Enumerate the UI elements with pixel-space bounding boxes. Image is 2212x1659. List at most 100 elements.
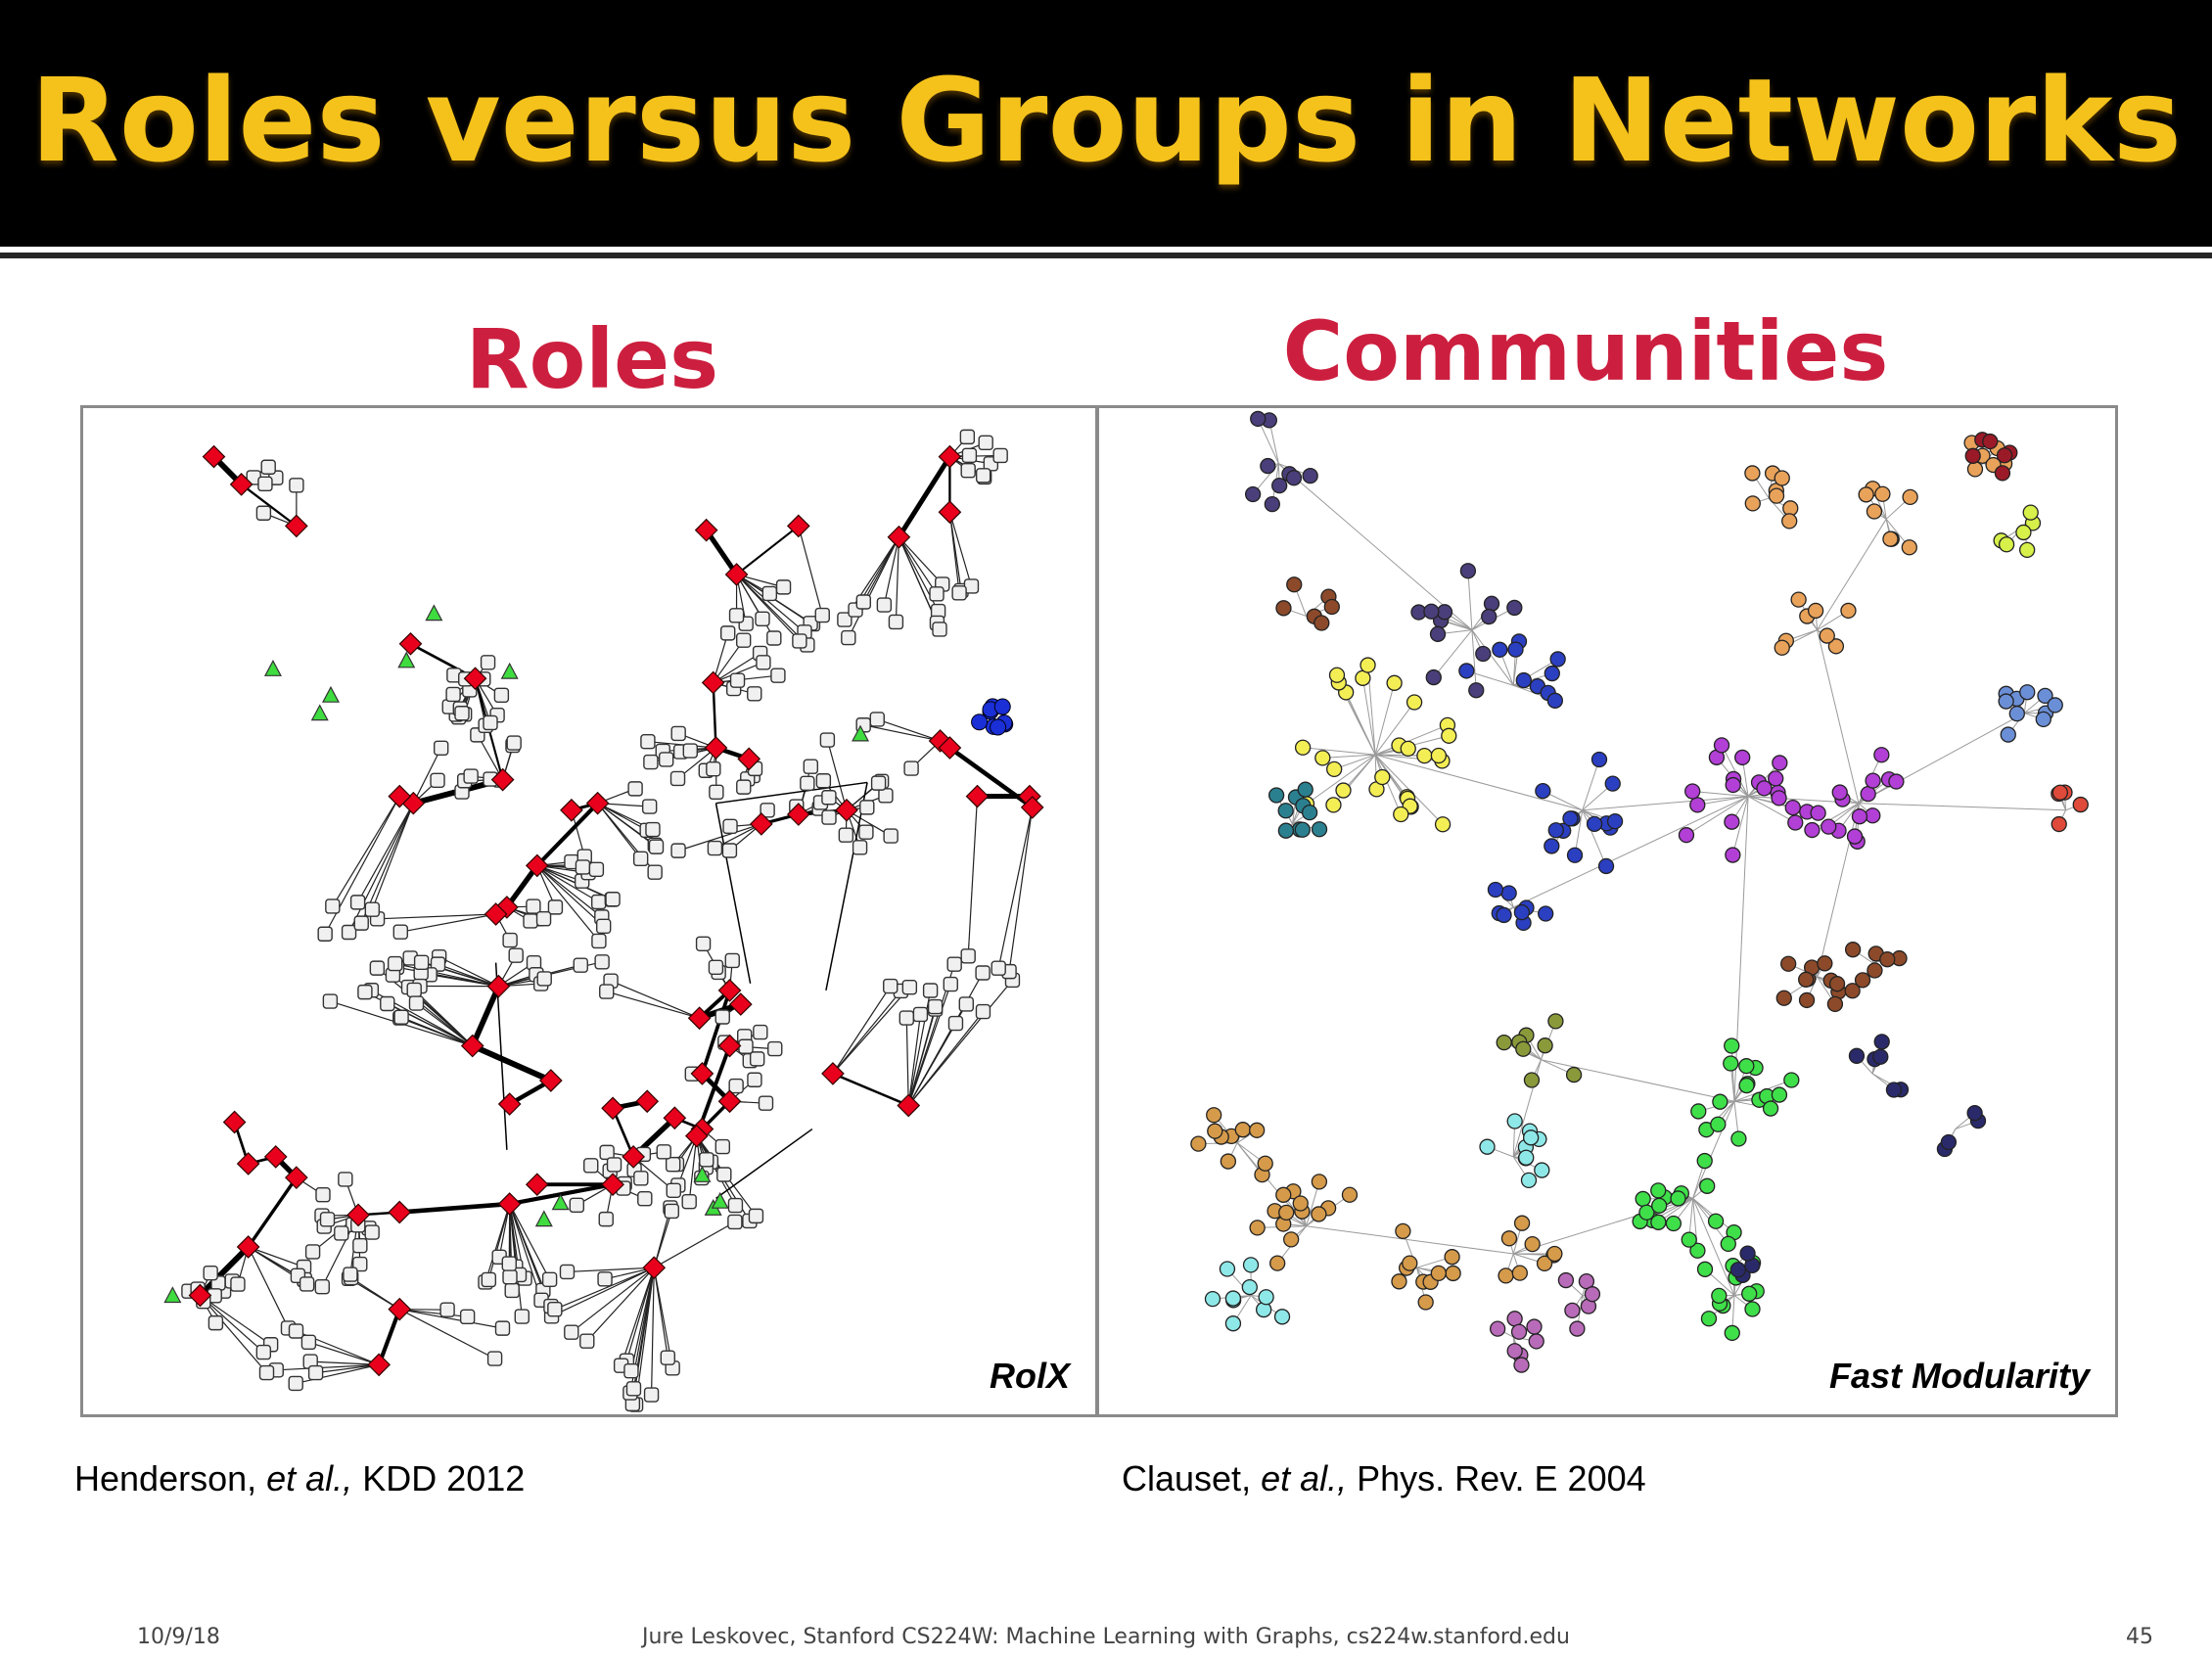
community-edge [1721, 745, 1749, 797]
community-node [1725, 847, 1741, 863]
roles-peripheral-node [975, 1003, 991, 1020]
community-edge [1433, 629, 1473, 678]
community-node [1854, 972, 1871, 989]
roles-bridge-node [717, 1034, 742, 1058]
community-node [1586, 815, 1603, 832]
roles-bridge-node [887, 525, 911, 549]
roles-peripheral-node [755, 611, 770, 626]
roles-peripheral-node [720, 625, 736, 641]
community-edge [1582, 759, 1600, 810]
community-node [1723, 1055, 1739, 1072]
community-node [1651, 1197, 1668, 1214]
roles-peripheral-node [230, 1276, 246, 1292]
community-node [1190, 1135, 1207, 1152]
roles-peripheral-node [727, 1197, 744, 1214]
community-node [1264, 495, 1280, 513]
community-edge [1278, 463, 1473, 631]
community-node [1224, 1315, 1242, 1332]
community-node [1564, 1302, 1581, 1319]
community-node [1720, 1235, 1736, 1253]
community-edge [1361, 677, 1376, 756]
community-node [1966, 1105, 1983, 1122]
community-node [1549, 651, 1566, 668]
community-edge [1541, 1059, 1735, 1102]
community-node [1302, 467, 1318, 484]
community-node [1635, 1190, 1651, 1208]
community-node [1544, 838, 1560, 854]
roles-peripheral-node [494, 1320, 511, 1336]
roles-peripheral-node [728, 1078, 744, 1094]
community-node [1768, 487, 1785, 504]
roles-bridge-node [463, 667, 487, 691]
roles-nodes [163, 429, 1044, 1412]
community-edge [1306, 754, 1376, 805]
roles-peripheral-node [454, 706, 470, 721]
roles-edge [798, 526, 823, 616]
community-node [1204, 1290, 1221, 1308]
roles-network-graph [163, 429, 1044, 1412]
roles-edge [200, 1295, 271, 1346]
roles-edge [948, 512, 973, 587]
community-node [1713, 737, 1730, 754]
roles-peripheral-node [564, 1324, 579, 1340]
community-node [1819, 627, 1835, 644]
roles-edge [315, 1363, 380, 1374]
community-node [1286, 576, 1303, 593]
roles-peripheral-node [943, 976, 958, 992]
community-node [1798, 991, 1816, 1009]
roles-edge [713, 652, 760, 683]
community-node [1725, 776, 1741, 794]
roles-edge [606, 991, 700, 1019]
roles-peripheral-node [408, 995, 425, 1011]
roles-peripheral-node [946, 956, 962, 972]
roles-edge [897, 455, 952, 539]
community-node [1681, 1231, 1697, 1248]
roles-peripheral-node [353, 915, 369, 931]
community-node [1475, 645, 1492, 663]
roles-edge [621, 1267, 655, 1366]
community-edge [1582, 796, 1749, 811]
roles-peripheral-node [747, 1072, 762, 1087]
citation-clauset: Clauset, et al., Phys. Rev. E 2004 [1122, 1458, 1646, 1499]
roles-edge [832, 1072, 909, 1107]
community-node [2051, 815, 2067, 833]
roles-edge [348, 803, 414, 933]
roles-edge [536, 864, 600, 903]
roles-peripheral-node [721, 843, 738, 858]
community-edge [1692, 790, 1749, 798]
roles-peripheral-node [588, 861, 605, 877]
roles-peripheral-node [660, 1350, 676, 1365]
community-node [1817, 955, 1833, 972]
roles-edge [504, 863, 539, 909]
roles-bridge-node [486, 974, 511, 998]
roles-peripheral-node [658, 752, 674, 767]
roles-bridge-node [585, 791, 610, 815]
roles-peripheral-node [883, 828, 899, 844]
roles-bridge-node [1020, 796, 1044, 819]
roles-edge [240, 483, 298, 528]
roles-peripheral-node [664, 1203, 679, 1220]
community-node [1784, 799, 1801, 816]
community-edge [1747, 796, 1796, 823]
community-node [1275, 600, 1292, 617]
roles-peripheral-node [338, 1172, 353, 1187]
roles-peripheral-node [445, 686, 461, 703]
roles-peripheral-node [463, 768, 479, 784]
roles-peripheral-node [508, 947, 524, 963]
community-node [2008, 705, 2025, 722]
community-node [1846, 828, 1864, 845]
roles-bridge-node [687, 1006, 712, 1031]
roles-bridge-node [622, 1145, 646, 1169]
roles-bridge-node [663, 1106, 687, 1130]
communities-network-graph [1190, 410, 2089, 1373]
community-edge [1303, 747, 1376, 756]
community-node [1510, 1323, 1528, 1340]
roles-peripheral-node [413, 954, 430, 970]
roles-peripheral-node [632, 851, 649, 867]
roles-edge [704, 529, 739, 576]
community-node [2047, 697, 2063, 714]
community-node [1940, 1133, 1958, 1151]
community-edge [1513, 796, 1749, 908]
roles-peripheral-node [393, 1009, 409, 1025]
community-node [1690, 1103, 1707, 1120]
